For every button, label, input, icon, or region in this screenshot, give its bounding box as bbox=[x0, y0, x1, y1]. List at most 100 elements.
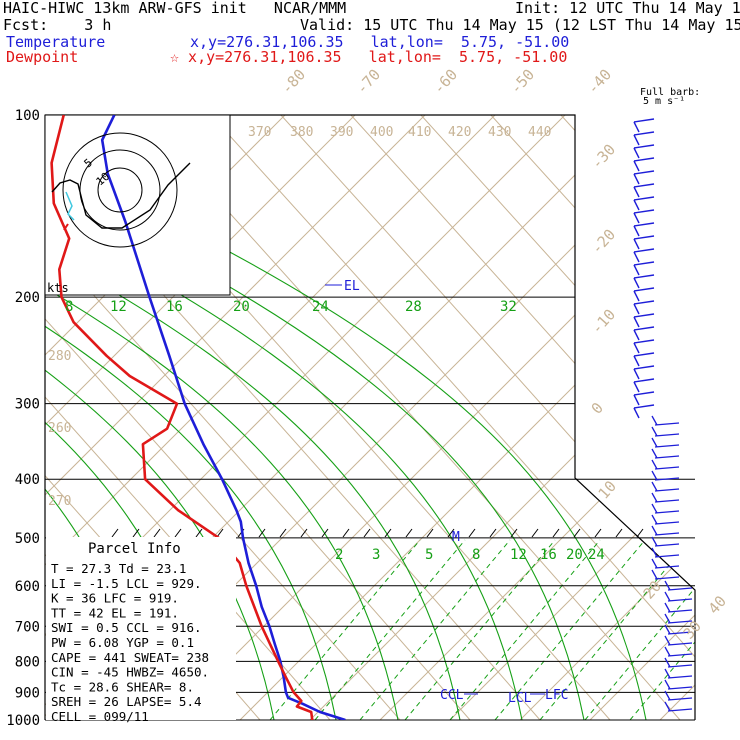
legend-temperature: Temperature bbox=[6, 33, 106, 51]
wind-barb-flag bbox=[651, 470, 658, 481]
wind-barb bbox=[633, 248, 655, 253]
wind-barb-flag bbox=[664, 690, 671, 701]
wind-barb bbox=[654, 510, 680, 514]
level-tick bbox=[342, 528, 350, 538]
wind-barb-flag bbox=[633, 160, 640, 172]
parcel-info-row: CIN = -45 HWBZ= 4650. bbox=[51, 665, 209, 680]
moist-adiabat-line bbox=[45, 249, 461, 720]
theta-label: 380 bbox=[290, 125, 313, 140]
isotherm-label: 30 bbox=[680, 617, 705, 642]
pressure-tick-label: 600 bbox=[15, 579, 40, 595]
theta-label: 370 bbox=[248, 125, 271, 140]
wind-barb-flag bbox=[651, 547, 658, 558]
wind-barb bbox=[654, 554, 680, 558]
level-tick bbox=[636, 528, 644, 538]
wind-barb-flag bbox=[633, 199, 640, 211]
dry-adiabat-line bbox=[45, 115, 695, 720]
wind-barb bbox=[633, 183, 655, 188]
el-label: EL bbox=[344, 279, 360, 294]
wind-barb bbox=[667, 664, 693, 668]
wind-barb-flag bbox=[633, 251, 640, 263]
hodograph-ring bbox=[97, 167, 143, 213]
wind-barb bbox=[633, 131, 655, 136]
isotherm-label: -30 bbox=[588, 140, 620, 172]
level-tick bbox=[594, 528, 602, 538]
lcl-label: LCL bbox=[508, 691, 532, 706]
parcel-info-row: Tc = 28.6 SHEAR= 8. bbox=[51, 679, 194, 694]
wind-barb bbox=[654, 499, 680, 503]
mixing-ratio-label: 28 bbox=[405, 299, 422, 315]
wind-barb-flag bbox=[651, 536, 658, 547]
pressure-tick-label: 700 bbox=[15, 619, 40, 635]
theta-label: 280 bbox=[48, 349, 71, 364]
wind-barb-flag bbox=[651, 459, 658, 470]
mixing-ratio-line bbox=[269, 539, 421, 720]
level-tick bbox=[447, 528, 455, 538]
wind-barb bbox=[633, 339, 655, 344]
wind-barb bbox=[633, 391, 655, 396]
wind-barb-flag bbox=[664, 668, 671, 679]
mixing-ratio-line bbox=[314, 539, 466, 720]
wind-barb bbox=[633, 300, 655, 305]
wind-barb bbox=[633, 157, 655, 162]
dry-adiabat-line bbox=[199, 115, 695, 720]
legend-dewpoint: Dewpoint bbox=[6, 48, 79, 66]
wind-barb bbox=[667, 598, 693, 602]
barb-title-line1: Full barb: bbox=[640, 87, 700, 98]
isotherm-label: -50 bbox=[507, 65, 539, 97]
isotherm-label: 0 bbox=[588, 399, 607, 418]
wind-barb bbox=[667, 642, 693, 646]
level-tick bbox=[510, 528, 518, 538]
level-tick bbox=[111, 528, 119, 538]
mixing-ratio-line bbox=[404, 539, 556, 720]
wind-barb-flag bbox=[664, 613, 671, 624]
isotherm-label: -70 bbox=[353, 65, 385, 97]
pressure-tick-label: 400 bbox=[15, 472, 40, 488]
wind-barb bbox=[667, 675, 693, 679]
wind-barb-flag bbox=[664, 635, 671, 646]
hodograph-trace bbox=[51, 162, 191, 229]
moist-adiabat-line bbox=[45, 249, 399, 720]
wind-barb bbox=[633, 313, 655, 318]
wind-barb-flag bbox=[633, 277, 640, 289]
mixing-ratio-line bbox=[539, 539, 691, 720]
mixing-ratio-label: 16 bbox=[540, 547, 557, 563]
temperature-trace bbox=[100, 115, 346, 720]
pressure-tick-label: 1000 bbox=[6, 713, 40, 729]
wind-barb-flag bbox=[651, 503, 658, 514]
level-tick bbox=[195, 528, 203, 538]
isotherm-line bbox=[45, 115, 695, 720]
mixing-ratio-label: 20 bbox=[233, 299, 250, 315]
wind-barb-flag bbox=[664, 701, 671, 712]
isotherm-label: -80 bbox=[278, 65, 310, 97]
level-tick bbox=[615, 528, 623, 538]
wind-barb bbox=[633, 378, 655, 383]
level-tick bbox=[384, 528, 392, 538]
legend-dewpoint-location: ☆ x,y=276.31,106.35 lat,lon= 5.75, -51.0… bbox=[170, 48, 568, 66]
dry-adiabat-line bbox=[45, 115, 681, 720]
wind-barb bbox=[667, 697, 693, 701]
isotherm-label: -40 bbox=[584, 65, 616, 97]
wind-barb bbox=[633, 222, 655, 227]
plot-frame-right bbox=[45, 114, 696, 720]
isotherm-line bbox=[309, 115, 695, 720]
wind-barb bbox=[633, 209, 655, 214]
wind-barb bbox=[667, 620, 693, 624]
wind-barb-flag bbox=[633, 381, 640, 393]
isotherm-line bbox=[519, 115, 695, 720]
mixing-ratio-label: 16 bbox=[166, 299, 183, 315]
wind-barb bbox=[633, 170, 655, 175]
theta-label: 430 bbox=[488, 125, 511, 140]
mixing-ratio-line bbox=[359, 539, 511, 720]
wind-barb bbox=[654, 422, 680, 426]
mixing-ratio-label: 2 bbox=[335, 547, 343, 563]
mixing-ratio-label: 8 bbox=[65, 299, 73, 315]
mixing-ratio-label: 12 bbox=[110, 299, 127, 315]
wind-barb bbox=[654, 488, 680, 492]
wind-barb-flag bbox=[633, 173, 640, 185]
wind-barbs: Full barb:5 m s⁻¹ bbox=[633, 87, 700, 712]
level-tick bbox=[468, 528, 476, 538]
wind-barb bbox=[654, 433, 680, 437]
isotherm-label: 40 bbox=[705, 592, 730, 617]
